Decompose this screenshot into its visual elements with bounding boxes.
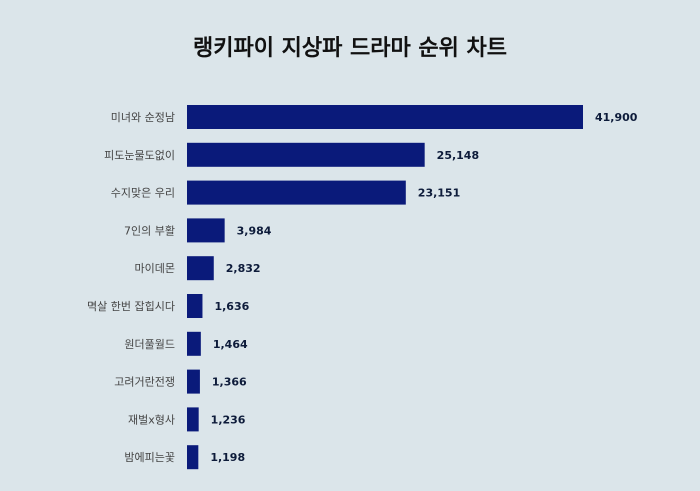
bar-9 bbox=[187, 407, 199, 432]
value-label-6: 1,636 bbox=[214, 300, 249, 313]
value-label-2: 25,148 bbox=[437, 149, 479, 162]
bar-10 bbox=[187, 445, 199, 470]
category-label-8: 고려거란전쟁 bbox=[114, 376, 175, 389]
bar-5 bbox=[187, 256, 214, 281]
value-label-7: 1,464 bbox=[213, 338, 248, 351]
category-label-7: 원더풀월드 bbox=[124, 338, 175, 351]
category-label-2: 피도눈물도없이 bbox=[104, 149, 175, 162]
bar-8 bbox=[187, 369, 200, 394]
bar-4 bbox=[187, 218, 225, 243]
category-label-5: 마이데몬 bbox=[135, 262, 175, 275]
category-label-10: 밤에피는꽃 bbox=[124, 451, 175, 464]
category-label-6: 멱살 한번 잡힙시다 bbox=[87, 300, 175, 313]
chart-title: 랭키파이 지상파 드라마 순위 차트 bbox=[193, 36, 507, 61]
bar-7 bbox=[187, 331, 201, 356]
bar-1 bbox=[187, 105, 583, 129]
value-label-8: 1,366 bbox=[212, 376, 247, 389]
bar-6 bbox=[187, 294, 203, 318]
category-label-1: 미녀와 순정남 bbox=[111, 111, 175, 124]
category-label-3: 수지맞은 우리 bbox=[111, 187, 175, 200]
value-label-3: 23,151 bbox=[418, 187, 460, 200]
value-label-10: 1,198 bbox=[210, 451, 245, 464]
bar-3 bbox=[187, 180, 406, 205]
bar-2 bbox=[187, 142, 425, 167]
value-label-4: 3,984 bbox=[237, 224, 272, 237]
category-label-9: 재벌x형사 bbox=[128, 413, 175, 426]
value-label-5: 2,832 bbox=[226, 262, 261, 275]
value-label-9: 1,236 bbox=[211, 413, 246, 426]
category-label-4: 7인의 부활 bbox=[124, 223, 175, 237]
value-label-1: 41,900 bbox=[595, 111, 638, 124]
